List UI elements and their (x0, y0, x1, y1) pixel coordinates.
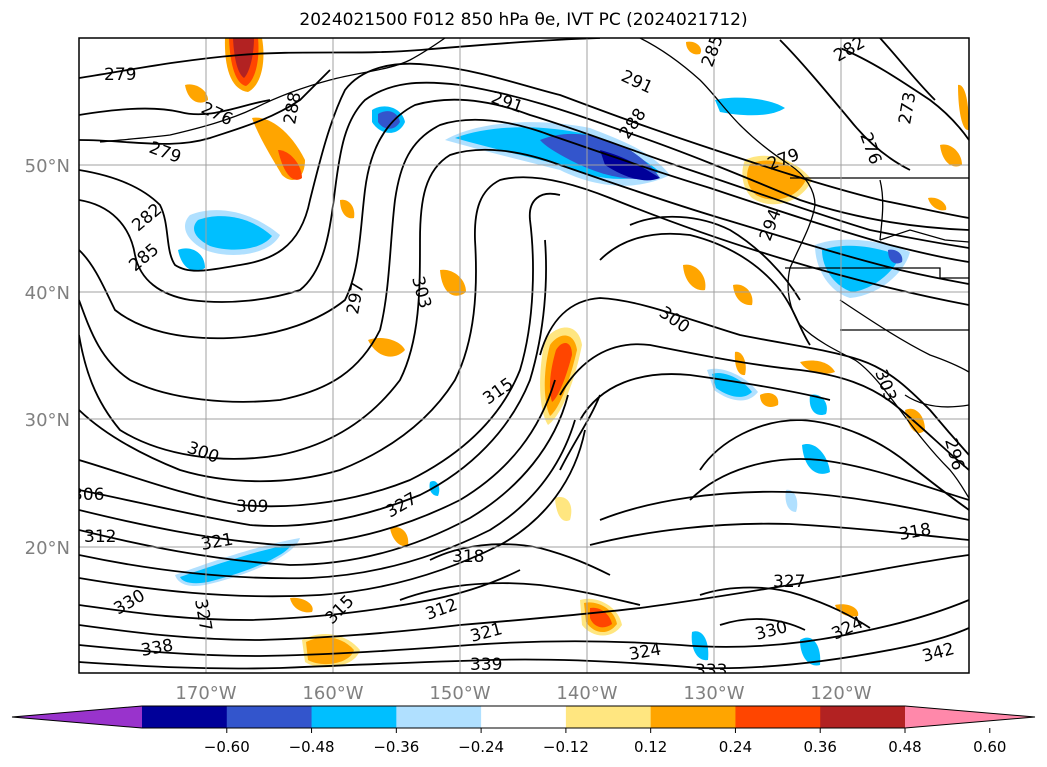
lat-label-20n: 20°N (25, 538, 70, 559)
colorbar-bin (311, 706, 397, 728)
theta-e-contours (79, 38, 969, 670)
colorbar-bin (735, 706, 821, 728)
colorbar-outline (11, 705, 1036, 729)
colorbar-tick-label: −0.24 (458, 738, 504, 756)
coastlines (99, 38, 969, 499)
colorbar-tick-label: 0.24 (719, 738, 752, 756)
map-plot: 279 276 285 282 279 288 291 291 288 279 … (25, 37, 970, 681)
contour-label: 312 (84, 527, 116, 547)
contour-label: 306 (72, 485, 104, 505)
colorbar-tick-label: 0.36 (804, 738, 837, 756)
colorbar-tick-label: −0.48 (289, 738, 335, 756)
colorbar-extend-min (12, 706, 142, 728)
colorbar-bin (820, 706, 906, 728)
colorbar-bin (142, 706, 228, 728)
graticule (79, 38, 969, 673)
lat-label-30n: 30°N (25, 410, 70, 431)
colorbar-bin (226, 706, 313, 728)
colorbar-bin (650, 706, 736, 728)
contour-label: 339 (470, 655, 502, 675)
contour-label: 333 (695, 661, 727, 681)
lat-label-50n: 50°N (25, 156, 70, 177)
colorbar-tick-label: 0.48 (888, 738, 921, 756)
colorbar-tick-label: −0.60 (204, 738, 250, 756)
colorbar-tick-label: 0.12 (634, 738, 667, 756)
colorbar-tick-label: 0.60 (973, 738, 1006, 756)
lat-label-40n: 40°N (25, 283, 70, 304)
colorbar-bin (481, 706, 567, 728)
colorbar-tick-label: −0.36 (373, 738, 419, 756)
contour-label: 327 (773, 572, 805, 592)
contour-label: 279 (104, 65, 136, 85)
colorbar-bin (565, 706, 652, 728)
contour-label: 318 (452, 547, 484, 567)
colorbar-bin (396, 706, 482, 728)
colorbar-extend-max (905, 706, 1035, 728)
contour-label: 309 (236, 497, 268, 517)
colorbar-tick-label: −0.12 (543, 738, 589, 756)
plot-title: 2024021500 F012 850 hPa θe, IVT PC (2024… (299, 10, 748, 30)
plot-frame (78, 37, 970, 674)
